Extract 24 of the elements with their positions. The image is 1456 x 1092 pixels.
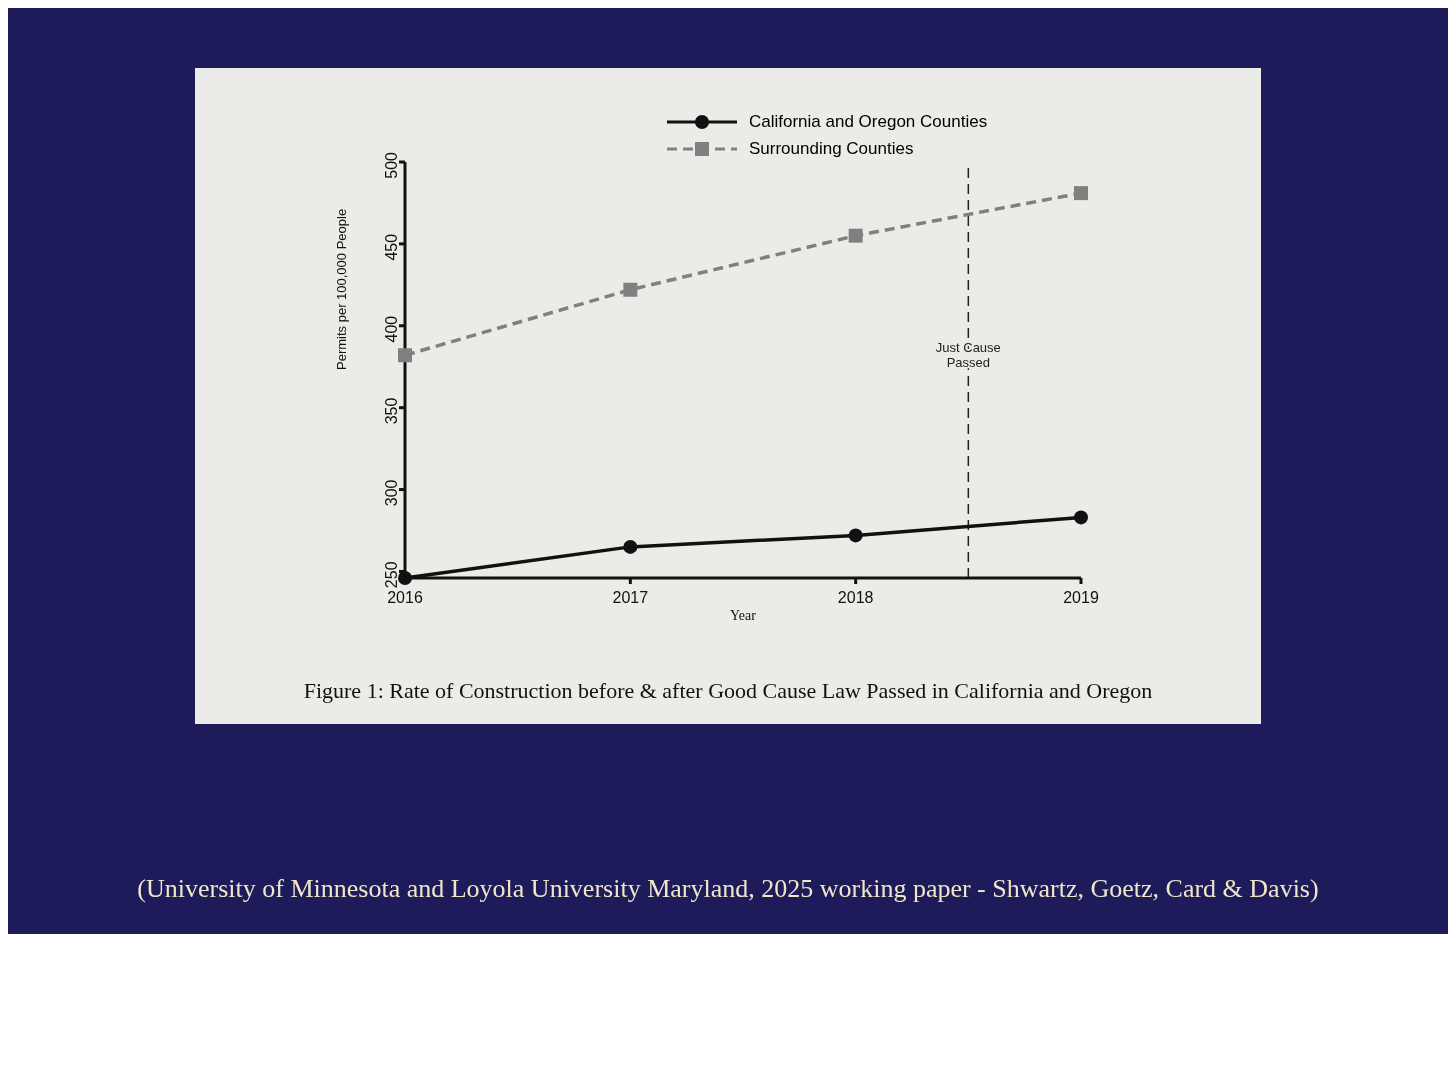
y-axis-title: Permits per 100,000 People bbox=[333, 208, 349, 370]
x-axis-title: Year bbox=[730, 608, 757, 623]
point bbox=[848, 228, 863, 243]
x-tick-label: 2018 bbox=[837, 589, 874, 607]
y-tick-label: 350 bbox=[382, 397, 400, 425]
y-tick-label: 450 bbox=[382, 233, 400, 261]
x-tick-label: 2016 bbox=[387, 589, 423, 607]
y-tick-label: 400 bbox=[382, 315, 400, 343]
y-tick-label: 500 bbox=[382, 151, 400, 179]
point bbox=[398, 348, 412, 363]
y-tick-label: 250 bbox=[382, 561, 400, 589]
y-tick-label: 300 bbox=[382, 479, 400, 507]
text: (University of Minnesota and Loyola University Maryland, 2025 working paper - Shwartz, Goetz, Card & Davis) bbox=[136, 874, 1320, 904]
caption: Figure 1: Rate of Construction before & after Good Cause Law Passed in California and Oregon bbox=[302, 678, 1154, 704]
point bbox=[848, 528, 863, 543]
point bbox=[623, 539, 638, 554]
legend-label: Surrounding Counties bbox=[749, 138, 914, 159]
point bbox=[398, 571, 412, 585]
point bbox=[1074, 186, 1088, 201]
point bbox=[623, 282, 638, 297]
legend-label: California and Oregon Counties bbox=[749, 111, 988, 132]
x-tick-label: 2019 bbox=[1063, 589, 1099, 607]
point bbox=[1074, 510, 1088, 525]
x-tick-label: 2017 bbox=[612, 589, 649, 607]
